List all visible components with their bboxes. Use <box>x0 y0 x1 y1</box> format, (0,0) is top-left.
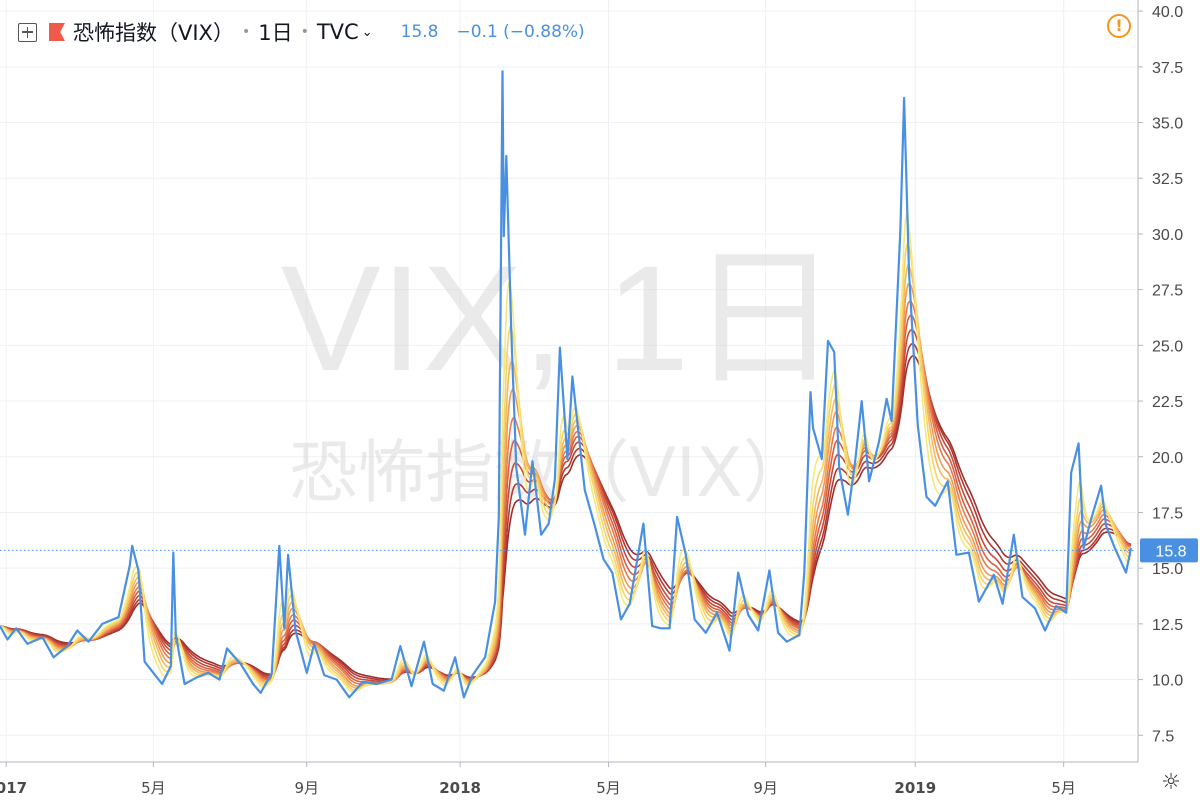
price-axis[interactable]: 7.5 10.0 12.5 15.0 17.5 20.0 22.5 25.0 27.5 30.0 3… <box>1138 4 1183 745</box>
change-value: −0.1 (−0.88%) <box>456 22 585 42</box>
ema-line <box>0 328 1132 683</box>
y-tick-label: 12.5 <box>1152 617 1183 634</box>
y-tick-label: 37.5 <box>1152 60 1183 77</box>
x-tick-label: 5月 <box>1051 779 1076 797</box>
y-tick-label: 10.0 <box>1152 673 1183 690</box>
add-compare-icon[interactable] <box>18 22 37 42</box>
y-tick-label: 32.5 <box>1152 171 1183 188</box>
vix-price-line <box>0 70 1133 699</box>
x-tick-label: 9月 <box>753 779 778 797</box>
y-tick-label: 30.0 <box>1152 227 1183 244</box>
watermark-symbol: VIX, 1日 <box>281 234 840 402</box>
y-tick-label: 25.0 <box>1152 338 1183 355</box>
chevron-down-icon[interactable]: ⌄ <box>361 24 373 40</box>
settings-icon[interactable]: ☼ <box>1161 770 1181 795</box>
ema-line <box>0 314 1132 684</box>
separator-dot: • <box>241 24 251 40</box>
y-tick-label: 17.5 <box>1152 505 1183 522</box>
y-tick-label: 35.0 <box>1152 116 1183 133</box>
x-tick-label: 2018 <box>439 779 481 797</box>
interval-label[interactable]: 1日 <box>258 21 293 45</box>
y-tick-label: 22.5 <box>1152 394 1183 411</box>
x-tick-label: 9月 <box>294 779 319 797</box>
last-price-label: 15.8 <box>1155 543 1186 560</box>
x-tick-label: 5月 <box>596 779 621 797</box>
x-tick-label: 2017 <box>0 779 27 797</box>
series-flag-icon[interactable] <box>49 23 65 41</box>
ema-line <box>0 354 1132 680</box>
chart-watermark: VIX, 1日 恐怖指数（VIX） <box>281 234 840 513</box>
ema-line <box>0 342 1132 682</box>
exchange-label[interactable]: TVC <box>316 20 359 44</box>
x-tick-label: 2019 <box>894 779 936 797</box>
y-tick-label: 40.0 <box>1152 4 1183 21</box>
last-price-badge: 15.8 <box>1140 538 1198 563</box>
last-value: 15.8 <box>400 22 439 42</box>
ema-line <box>0 300 1132 685</box>
chart-legend-header: 恐怖指数（VIX） • 1日 • TVC ⌄ 15.8 −0.1 (−0.88%… <box>18 18 585 46</box>
warning-icon[interactable]: ! <box>1107 14 1131 38</box>
y-tick-label: 7.5 <box>1152 728 1174 745</box>
time-axis[interactable]: 2017 5月 9月 2018 5月 9月 2019 5月 <box>0 762 1076 797</box>
y-tick-label: 20.0 <box>1152 450 1183 467</box>
vix-series-line <box>0 70 1133 699</box>
grid-lines <box>0 0 1136 762</box>
y-tick-label: 15.0 <box>1152 561 1183 578</box>
separator-dot: • <box>300 24 309 40</box>
x-tick-label: 5月 <box>141 779 166 797</box>
y-tick-label: 27.5 <box>1152 283 1183 300</box>
symbol-title[interactable]: 恐怖指数（VIX） <box>73 21 234 45</box>
